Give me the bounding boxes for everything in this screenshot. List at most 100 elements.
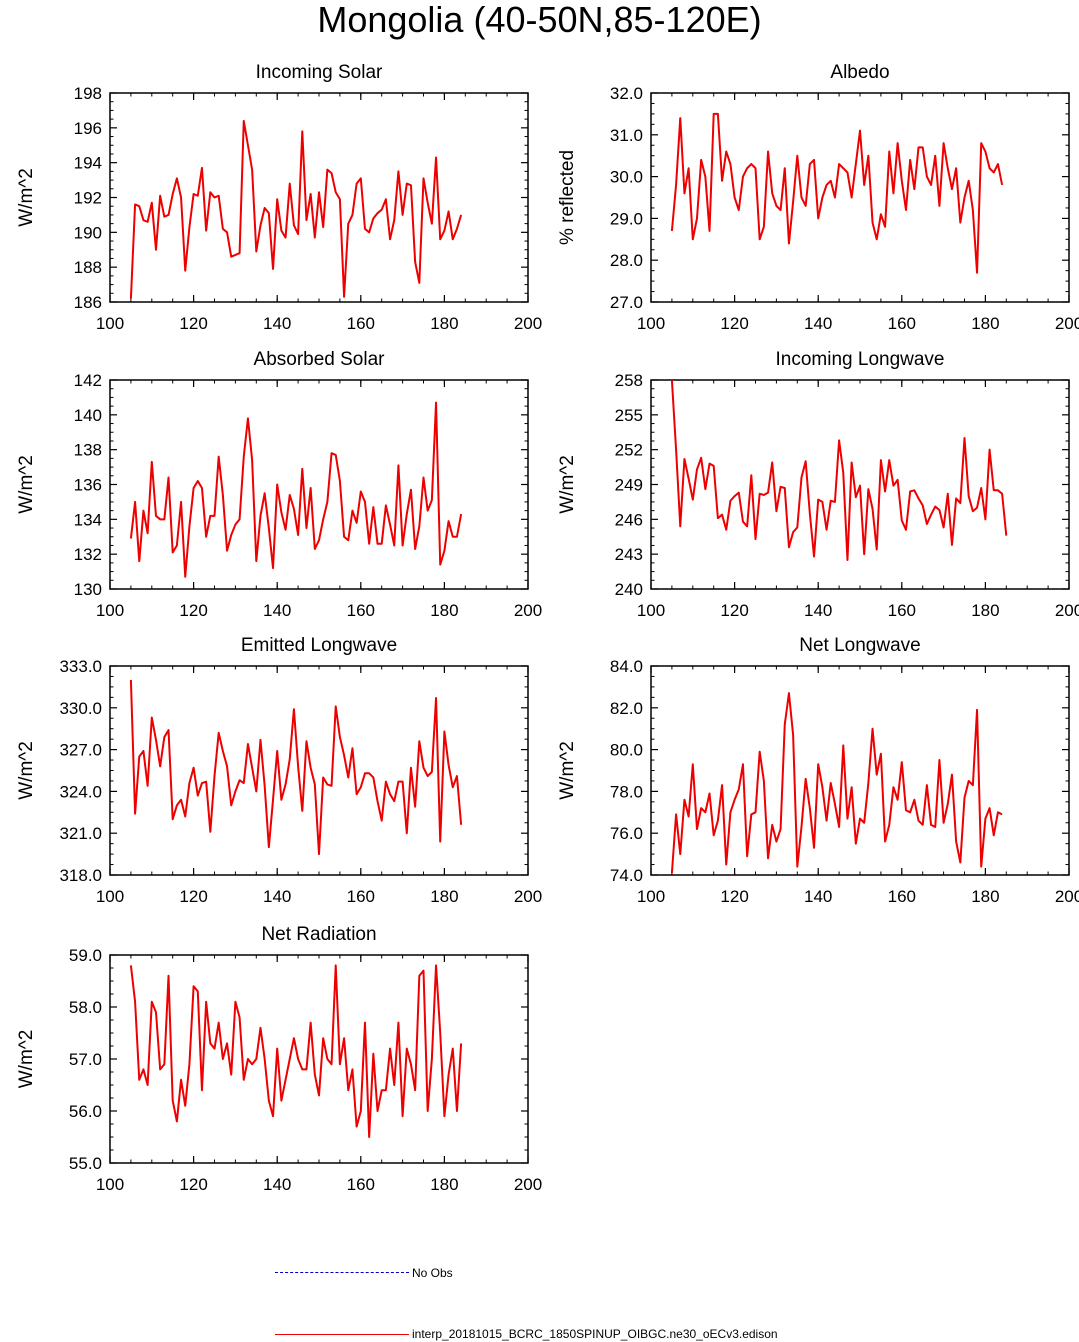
- x-tick-label: 160: [888, 314, 916, 333]
- y-tick-label: 321.0: [59, 824, 102, 843]
- x-tick-label: 140: [263, 887, 291, 906]
- panel-title: Net Radiation: [261, 924, 376, 945]
- x-tick-label: 200: [514, 314, 542, 333]
- x-tick-label: 180: [971, 887, 999, 906]
- y-tick-label: 192: [74, 189, 102, 208]
- x-tick-label: 120: [179, 314, 207, 333]
- legend-model-line: [275, 1334, 409, 1335]
- y-tick-label: 258: [615, 371, 643, 390]
- x-tick-label: 160: [888, 887, 916, 906]
- panel-title: Incoming Longwave: [776, 349, 945, 370]
- x-tick-label: 140: [263, 314, 291, 333]
- y-tick-label: 84.0: [610, 657, 643, 676]
- y-tick-label: 186: [74, 293, 102, 312]
- y-tick-label: 318.0: [59, 866, 102, 885]
- y-tick-label: 31.0: [610, 126, 643, 145]
- x-tick-label: 180: [430, 1175, 458, 1194]
- x-tick-label: 180: [430, 887, 458, 906]
- data-series-line: [670, 692, 1003, 873]
- y-tick-label: 324.0: [59, 782, 102, 801]
- y-tick-label: 190: [74, 223, 102, 242]
- y-tick-label: 55.0: [69, 1154, 102, 1173]
- y-tick-label: 198: [74, 84, 102, 103]
- y-tick-label: 32.0: [610, 84, 643, 103]
- y-tick-label: 140: [74, 406, 102, 425]
- panel-title: Emitted Longwave: [241, 635, 397, 656]
- plot-frame: [109, 379, 529, 590]
- x-tick-label: 180: [971, 314, 999, 333]
- y-axis-label: W/m^2: [16, 1030, 37, 1089]
- x-tick-label: 140: [804, 887, 832, 906]
- legend-obs-label: No Obs: [412, 1266, 453, 1280]
- y-tick-label: 56.0: [69, 1102, 102, 1121]
- y-tick-label: 132: [74, 545, 102, 564]
- y-tick-label: 27.0: [610, 293, 643, 312]
- x-tick-label: 160: [347, 601, 375, 620]
- data-series-line: [670, 379, 1008, 561]
- x-tick-label: 100: [96, 887, 124, 906]
- y-tick-label: 82.0: [610, 699, 643, 718]
- x-tick-label: 100: [96, 1175, 124, 1194]
- x-tick-label: 140: [263, 601, 291, 620]
- x-tick-label: 120: [720, 314, 748, 333]
- y-tick-label: 255: [615, 406, 643, 425]
- data-series-line: [129, 401, 463, 578]
- y-tick-label: 246: [615, 510, 643, 529]
- legend-model-label: interp_20181015_BCRC_1850SPINUP_OIBGC.ne…: [412, 1327, 778, 1341]
- y-axis-label: W/m^2: [16, 741, 37, 800]
- data-series-line: [129, 119, 463, 299]
- y-tick-label: 74.0: [610, 866, 643, 885]
- data-series-line: [129, 964, 463, 1138]
- data-series-line: [129, 679, 463, 856]
- panel-title: Net Longwave: [799, 635, 920, 656]
- y-tick-label: 333.0: [59, 657, 102, 676]
- x-tick-label: 140: [804, 601, 832, 620]
- x-tick-label: 180: [430, 314, 458, 333]
- x-tick-label: 100: [96, 314, 124, 333]
- y-tick-label: 30.0: [610, 168, 643, 187]
- x-tick-label: 120: [179, 1175, 207, 1194]
- x-tick-label: 120: [179, 601, 207, 620]
- page-title: Mongolia (40-50N,85-120E): [317, 0, 762, 40]
- x-tick-label: 200: [1055, 887, 1079, 906]
- x-tick-label: 180: [430, 601, 458, 620]
- data-series-line: [670, 112, 1004, 274]
- y-tick-label: 142: [74, 371, 102, 390]
- y-tick-label: 78.0: [610, 782, 643, 801]
- y-axis-label: W/m^2: [16, 168, 37, 227]
- panel-title: Absorbed Solar: [254, 349, 386, 370]
- x-tick-label: 140: [263, 1175, 291, 1194]
- x-tick-label: 120: [720, 601, 748, 620]
- x-tick-label: 120: [720, 887, 748, 906]
- x-tick-label: 200: [514, 887, 542, 906]
- x-tick-label: 140: [804, 314, 832, 333]
- x-tick-label: 160: [888, 601, 916, 620]
- y-tick-label: 327.0: [59, 741, 102, 760]
- y-tick-label: 134: [74, 510, 102, 529]
- x-tick-label: 160: [347, 314, 375, 333]
- panel-title: Incoming Solar: [256, 62, 383, 83]
- x-tick-label: 160: [347, 887, 375, 906]
- y-tick-label: 58.0: [69, 998, 102, 1017]
- y-tick-label: 330.0: [59, 699, 102, 718]
- y-axis-label: % reflected: [557, 150, 578, 245]
- panel-title: Albedo: [830, 62, 889, 83]
- y-tick-label: 249: [615, 476, 643, 495]
- y-tick-label: 130: [74, 580, 102, 599]
- plot-frame: [650, 379, 1070, 590]
- y-axis-label: W/m^2: [557, 455, 578, 514]
- plot-frame: [650, 665, 1070, 876]
- y-tick-label: 243: [615, 545, 643, 564]
- y-tick-label: 28.0: [610, 251, 643, 270]
- x-tick-label: 100: [637, 601, 665, 620]
- y-tick-label: 57.0: [69, 1050, 102, 1069]
- x-tick-label: 120: [179, 887, 207, 906]
- y-tick-label: 194: [74, 154, 102, 173]
- y-tick-label: 59.0: [69, 946, 102, 965]
- y-axis-label: W/m^2: [16, 455, 37, 514]
- x-tick-label: 180: [971, 601, 999, 620]
- y-axis-label: W/m^2: [557, 741, 578, 800]
- plot-frame: [109, 954, 529, 1164]
- y-tick-label: 136: [74, 476, 102, 495]
- x-tick-label: 100: [96, 601, 124, 620]
